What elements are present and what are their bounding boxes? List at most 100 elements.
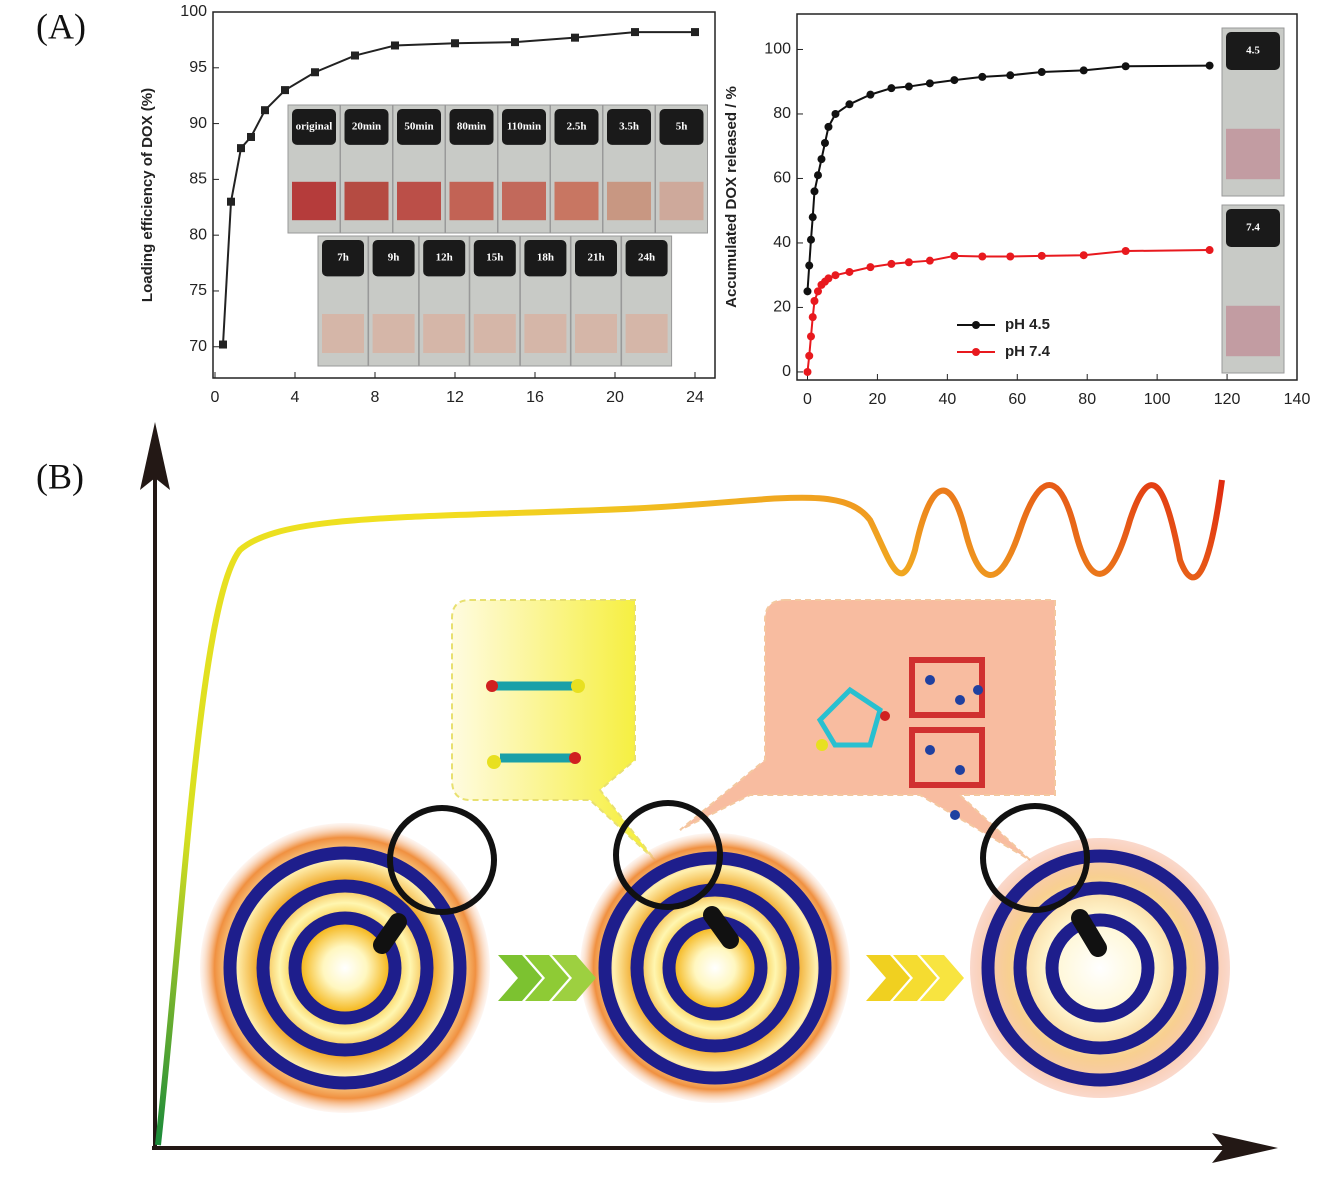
data-point (978, 72, 987, 81)
data-point (571, 33, 579, 42)
vial-cap (554, 109, 599, 145)
data-point (810, 296, 819, 305)
vial-label: 20min (352, 120, 381, 132)
vial-liquid (1226, 128, 1280, 180)
molecule (486, 657, 985, 820)
vial-label: 80min (457, 120, 486, 132)
data-point (803, 367, 812, 376)
data-point (887, 259, 896, 268)
data-point (824, 274, 833, 283)
data-point (511, 38, 519, 47)
y-tick-label: 95 (189, 59, 207, 76)
data-point (219, 340, 227, 349)
vial-label: 110min (507, 120, 541, 132)
data-point (237, 144, 245, 153)
y-tick-label: 40 (773, 234, 791, 251)
data-point (824, 122, 833, 131)
vial-label: 7.4 (1246, 222, 1260, 234)
arrow-head (1212, 1133, 1278, 1163)
vial-label: 7h (337, 252, 349, 264)
data-point (451, 39, 459, 48)
vial-cap (625, 240, 668, 277)
panel-label: (B) (36, 456, 84, 496)
vial-cap (524, 240, 567, 277)
x-tick-label: 40 (938, 391, 956, 408)
data-point (351, 51, 359, 60)
vial-liquid (625, 314, 668, 353)
x-tick-label: 140 (1284, 391, 1311, 408)
y-tick-label: 75 (189, 282, 207, 299)
callout (451, 599, 656, 861)
vial-liquid (607, 181, 651, 221)
vial-label: 15h (486, 252, 503, 264)
y-axis-label: Loading efficiency of DOX (%) (139, 88, 156, 302)
vial-liquid (524, 314, 567, 353)
plot-frame (212, 11, 716, 379)
legend-marker (972, 321, 980, 329)
vial-label: 50min (404, 120, 433, 132)
data-point (813, 287, 822, 296)
data-point (820, 138, 829, 147)
vial-cap (449, 109, 494, 145)
x-tick-label: 0 (803, 391, 812, 408)
x-tick-label: 120 (1214, 391, 1241, 408)
x-tick-label: 60 (1008, 391, 1026, 408)
data-point (950, 251, 959, 260)
data-point (1079, 66, 1088, 75)
y-tick-label: 100 (764, 41, 791, 58)
x-tick-label: 24 (686, 389, 704, 406)
vial-label: original (296, 120, 333, 132)
vial-liquid (575, 314, 617, 353)
arrow-head (140, 422, 170, 490)
data-point (904, 82, 913, 91)
y-tick-label: 20 (773, 299, 791, 316)
vial-liquid (1226, 305, 1280, 357)
magnifier-handle (373, 906, 1107, 957)
vial-liquid (502, 181, 546, 221)
data-point (904, 258, 913, 267)
y-tick-label: 100 (180, 3, 207, 20)
callout (679, 599, 1056, 861)
y-tick-label: 85 (189, 171, 207, 188)
vial-liquid (473, 314, 516, 353)
data-point (978, 252, 987, 261)
data-point (866, 263, 875, 272)
data-point (805, 351, 814, 360)
data-point (691, 28, 699, 37)
vial-cap (659, 109, 704, 145)
data-point (311, 68, 319, 77)
data-point (808, 313, 817, 322)
vial-label: 9h (388, 252, 400, 264)
vial-liquid (554, 181, 599, 221)
data-point (1037, 251, 1046, 260)
y-tick-label: 0 (782, 363, 791, 380)
vial-cap (292, 109, 336, 145)
vial-liquid (322, 314, 364, 353)
legend-label: pH 4.5 (1005, 316, 1050, 333)
vial-label: 12h (436, 252, 453, 264)
vial-liquid (372, 314, 415, 353)
y-axis-label: Accumulated DOX released / % (723, 86, 740, 308)
data-point (227, 197, 235, 206)
vial-cap (473, 240, 516, 277)
vial-cap (344, 109, 389, 145)
vial-liquid (397, 181, 441, 221)
legend-marker (972, 348, 980, 356)
data-point (1121, 247, 1130, 256)
data-line (806, 249, 1210, 373)
data-point (925, 256, 934, 265)
data-point (1006, 71, 1015, 80)
vial-liquid (659, 181, 704, 221)
y-tick-label: 80 (773, 105, 791, 122)
vial-liquid (449, 181, 494, 221)
data-point (806, 332, 815, 341)
y-tick-label: 60 (773, 170, 791, 187)
data-point (1121, 62, 1130, 71)
data-point (925, 79, 934, 88)
vial-label: 4.5 (1246, 45, 1260, 57)
data-point (805, 261, 814, 270)
vial-label: 2.5h (567, 120, 587, 132)
data-point (803, 287, 812, 296)
